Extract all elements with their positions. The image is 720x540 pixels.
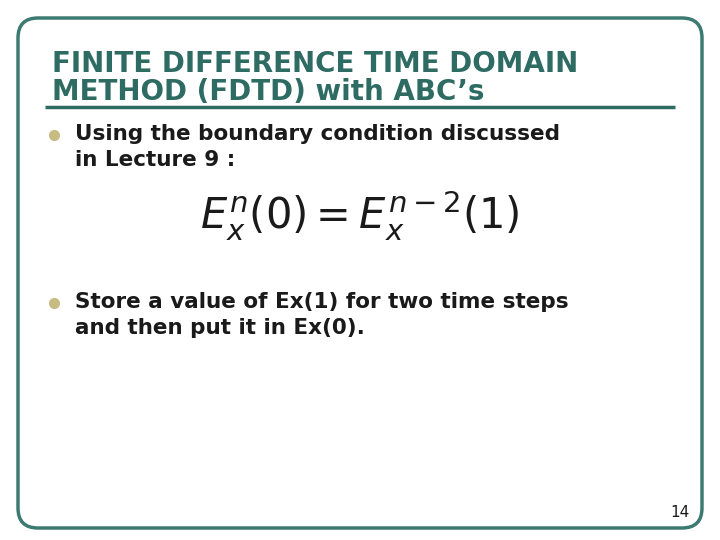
Text: Store a value of Ex(1) for two time steps: Store a value of Ex(1) for two time step… [75,292,569,312]
FancyBboxPatch shape [18,18,702,528]
Text: FINITE DIFFERENCE TIME DOMAIN: FINITE DIFFERENCE TIME DOMAIN [52,50,578,78]
Text: 14: 14 [671,505,690,520]
Text: METHOD (FDTD) with ABC’s: METHOD (FDTD) with ABC’s [52,78,485,106]
Text: in Lecture 9 :: in Lecture 9 : [75,150,235,170]
Text: and then put it in Ex(0).: and then put it in Ex(0). [75,318,365,338]
Text: Using the boundary condition discussed: Using the boundary condition discussed [75,124,560,144]
Text: $E_x^{n}(0) = E_x^{n-2}(1)$: $E_x^{n}(0) = E_x^{n-2}(1)$ [200,188,520,242]
